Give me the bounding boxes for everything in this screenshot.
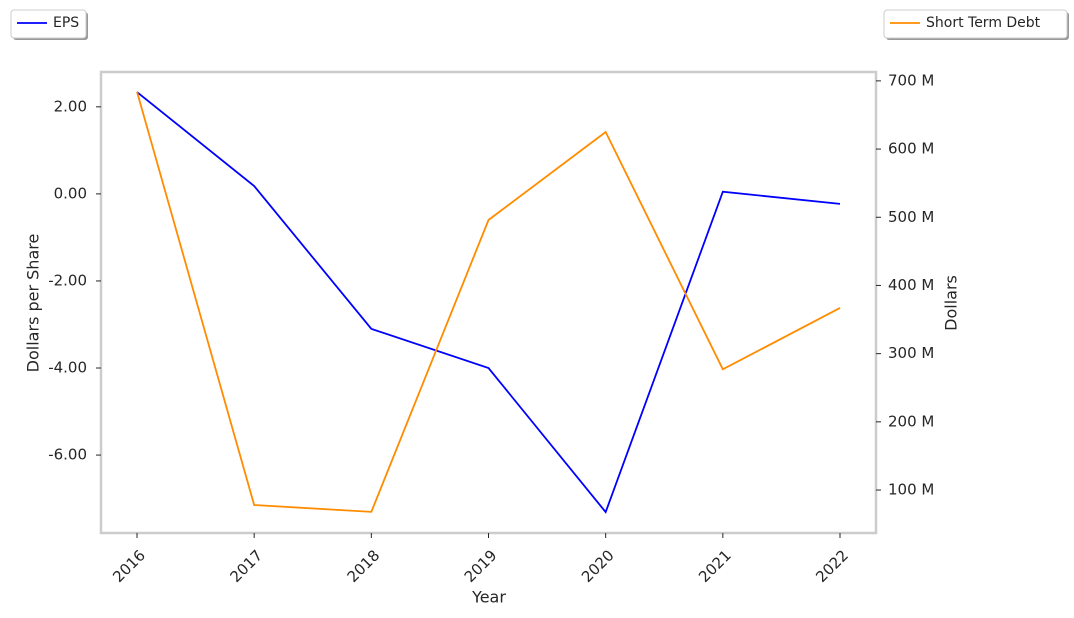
series-line [136, 91, 841, 513]
y2-tick-label: 500 M [888, 208, 934, 226]
y-tick-label: -6.00 [48, 446, 87, 464]
y2-tick-label: 600 M [888, 140, 934, 158]
y-axis-label: Dollars per Share [24, 234, 43, 373]
y2-tick-label: 300 M [888, 344, 934, 362]
y2-tick-label: 400 M [888, 276, 934, 294]
x-tick-label: 2022 [812, 546, 852, 586]
plot-frame [99, 70, 878, 535]
legend: Short Term Debt [883, 9, 1069, 40]
x-tick-label: 2018 [344, 546, 384, 586]
x-tick-label: 2019 [461, 546, 501, 586]
y2-axis-label: Dollars [942, 275, 961, 331]
y-tick-label: 0.00 [54, 184, 87, 202]
series-line [136, 91, 841, 514]
legend-label: EPS [53, 15, 79, 31]
legend-label: Short Term Debt [926, 15, 1041, 31]
y2-tick-label: 100 M [888, 481, 934, 499]
legend-box [883, 9, 1068, 39]
y-tick-label: -4.00 [48, 359, 87, 377]
y-tick-label: -2.00 [48, 271, 87, 289]
legend-box [10, 9, 87, 39]
x-axis-label: Year [471, 588, 506, 607]
y-tick-label: 2.00 [54, 97, 87, 115]
x-tick-label: 2016 [109, 546, 149, 586]
x-tick-label: 2021 [695, 546, 735, 586]
y2-tick-label: 200 M [888, 412, 934, 430]
y2-tick-label: 700 M [888, 71, 934, 89]
legend: EPS [10, 9, 88, 40]
x-tick-label: 2020 [578, 546, 618, 586]
x-tick-label: 2017 [226, 546, 266, 586]
